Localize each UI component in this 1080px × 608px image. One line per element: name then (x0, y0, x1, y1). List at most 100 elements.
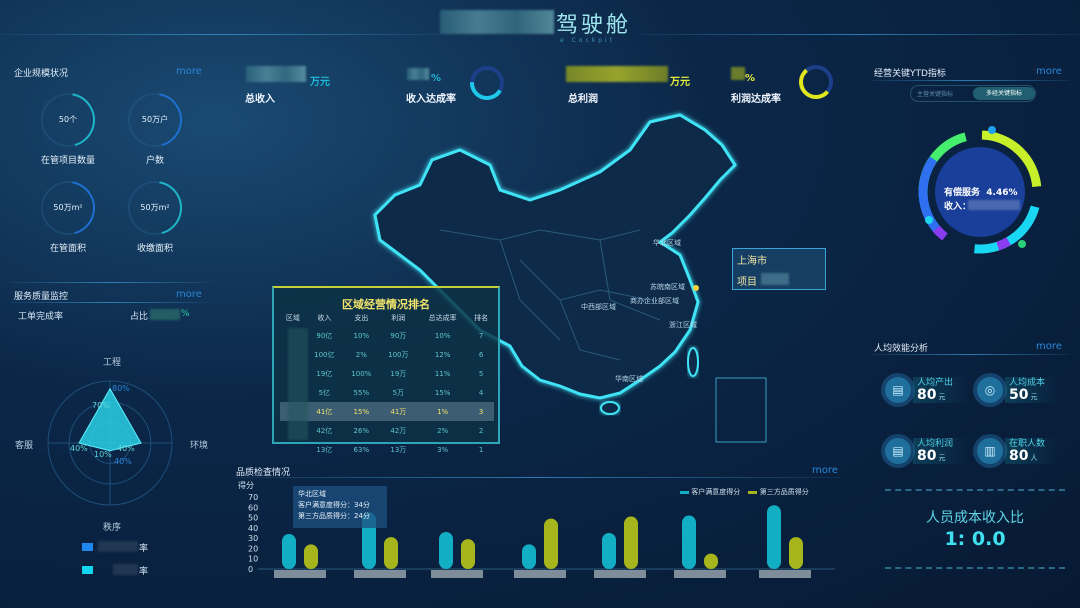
legend-label: 率 (139, 544, 149, 554)
divider (885, 567, 1065, 569)
bar (282, 534, 296, 569)
table-cell: 55% (353, 388, 370, 397)
card-unit: 人 (1030, 454, 1038, 462)
completion-label: 工单完成率 (18, 312, 64, 322)
header-line-left (0, 34, 440, 35)
radar-axis-label: 秩序 (103, 523, 122, 533)
x-tick-label-redacted (274, 570, 326, 578)
table-cell: 41万 (379, 402, 417, 421)
y-axis-label: 得分 (238, 481, 254, 490)
efficiency-more-link[interactable]: more (1036, 341, 1062, 352)
bar (544, 518, 558, 569)
card-value: 80 人 (1009, 448, 1037, 464)
tooltip-line: 客户满意度得分：34分 (298, 501, 370, 509)
card-value: 80 元 (917, 448, 945, 464)
table-cell: 3% (437, 445, 449, 454)
divider (885, 489, 1065, 491)
card-number: 50 (1009, 387, 1029, 403)
column-header: 排名 (474, 314, 489, 322)
radar-value-label: 40% (114, 457, 132, 466)
table-cell: 2% (355, 350, 367, 359)
card-label: 在职人数 (1009, 439, 1046, 449)
scale-ring (128, 93, 182, 147)
shanghai-marker (693, 285, 699, 291)
scale-title: 企业规模状况 (14, 69, 69, 79)
map-region-label[interactable]: 浙江区域 (669, 321, 697, 329)
column-header: 区域 (285, 314, 300, 322)
column-header: 支出 (354, 314, 369, 322)
radar-value-label: 40% (70, 444, 88, 453)
china-map[interactable] (340, 100, 780, 460)
table-cell: 5亿 (318, 388, 331, 397)
popup-city: 上海市 (737, 256, 767, 267)
bar (439, 531, 453, 569)
map-region-label[interactable]: 苏皖南区域 (650, 283, 685, 291)
scale-value: 50万户 (141, 115, 169, 124)
table-row[interactable]: 41亿 15% 41万 1% 3 (280, 402, 494, 421)
chart-legend: 客户满意度得分 第三方品质得分 (680, 487, 809, 497)
service-more-link[interactable]: more (176, 289, 202, 300)
card-number: 80 (917, 448, 937, 464)
table-row[interactable]: 19亿 100% 19万 11% 5 (280, 364, 494, 383)
table-cell: 13万 (390, 445, 407, 454)
tab-main-kpi[interactable]: 主营关键指标 (917, 91, 954, 98)
bar (461, 539, 475, 569)
table-cell: 11% (434, 369, 451, 378)
card-unit: 元 (938, 454, 946, 462)
tooltip-line: 第三方品质得分：24分 (298, 512, 370, 520)
x-tick-label-redacted (354, 570, 406, 578)
page-title: 驾驶舱 (556, 13, 632, 38)
table-row[interactable]: 100亿 2% 100万 12% 6 (280, 345, 494, 364)
quality-more-link[interactable]: more (812, 465, 838, 476)
map-region-label[interactable]: 华北区域 (653, 239, 681, 247)
table-cell: 2% (437, 426, 449, 435)
ranking-table: 区域 收入 支出 利润 总达成率 排名 90亿 10% 90万 10% 7 100亿 2% 100万 12%… (280, 310, 494, 459)
tab-multi-kpi[interactable]: 多经关键指标 (973, 87, 1035, 100)
legend-label: 率 (139, 567, 149, 577)
bar (602, 533, 616, 569)
table-cell: 1% (416, 402, 469, 421)
card-unit: 元 (1030, 393, 1038, 401)
x-tick-label-redacted (514, 570, 566, 578)
document-chart-icon: ▤ (885, 377, 911, 403)
legend-label: 客户满意度得分 (691, 488, 741, 496)
legend-label: 第三方品质得分 (759, 488, 809, 496)
card-label: 人均成本 (1009, 378, 1046, 388)
table-row[interactable]: 42亿 26% 42万 2% 2 (280, 421, 494, 440)
bar (624, 516, 638, 569)
map-region-label[interactable]: 商办企业部区域 (630, 297, 679, 305)
scale-ring (41, 93, 95, 147)
ytd-more-link[interactable]: more (1036, 66, 1062, 77)
radar-axis-label: 工程 (103, 358, 122, 368)
radar-value-label: 40% (117, 444, 135, 453)
coins-icon: ◎ (977, 377, 1003, 403)
table-cell: 41亿 (305, 402, 343, 421)
scale-more-link[interactable]: more (176, 66, 202, 77)
card-unit: 元 (938, 393, 946, 401)
south-sea-inset (715, 377, 767, 443)
scale-value: 50万m² (140, 203, 170, 212)
province-borders (439, 229, 661, 361)
kpi-label: 收入达成率 (406, 94, 456, 105)
table-row[interactable]: 5亿 55% 5万 15% 4 (280, 383, 494, 402)
bar (789, 537, 803, 569)
column-header: 总达成率 (428, 314, 457, 322)
table-cell: 5 (478, 369, 484, 378)
card-number: 80 (917, 387, 937, 403)
table-row[interactable]: 13亿 63% 13万 3% 1 (280, 440, 494, 459)
divider (870, 354, 1070, 355)
table-cell: 19亿 (316, 369, 333, 378)
table-cell: 3 (468, 402, 494, 421)
x-tick-label-redacted (594, 570, 646, 578)
table-cell: 6 (478, 350, 484, 359)
map-region-label[interactable]: 中西部区域 (581, 303, 616, 311)
column-header: 收入 (317, 314, 332, 322)
y-tick-label: 30 (248, 534, 258, 543)
table-row[interactable]: 90亿 10% 90万 10% 7 (280, 326, 494, 345)
map-region-label[interactable]: 华南区域 (615, 375, 643, 383)
table-cell: 10% (434, 331, 451, 340)
scale-value: 50万m² (53, 203, 83, 212)
table-cell: 7 (478, 331, 484, 340)
x-tick-label-redacted (674, 570, 726, 578)
